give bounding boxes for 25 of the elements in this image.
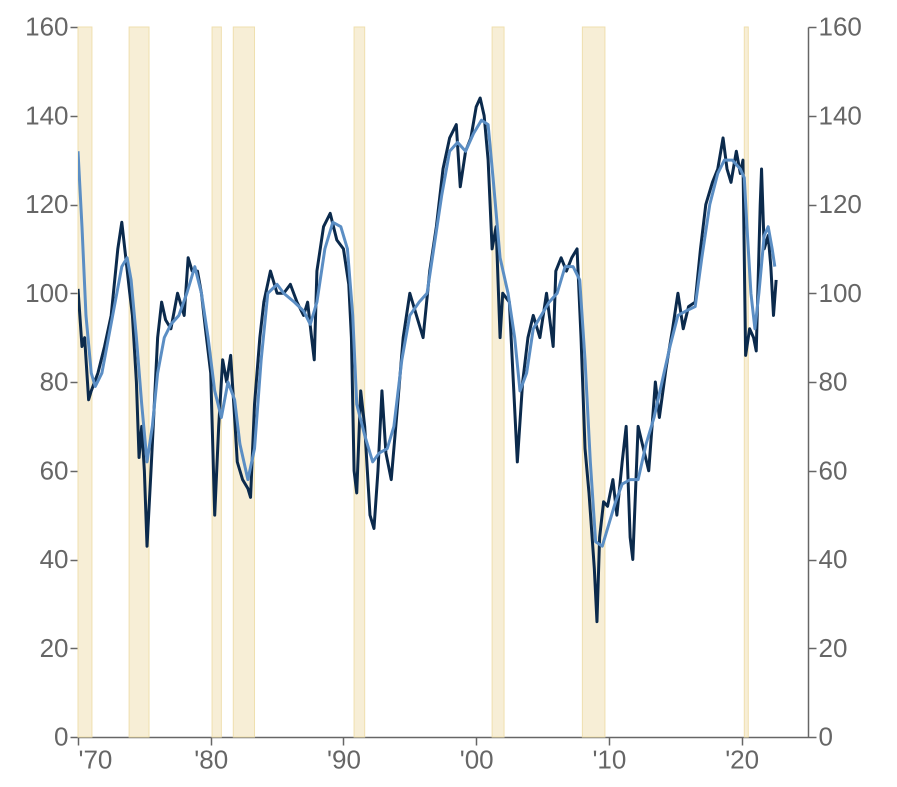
y2-tick-label: 140 (818, 100, 862, 130)
x-tick-label: '00 (460, 744, 494, 774)
y2-tick-label: 80 (818, 366, 848, 396)
x-tick-label: '10 (592, 744, 626, 774)
y-tick-label: 20 (40, 632, 68, 663)
y-tick-label: 60 (40, 455, 68, 486)
x-tick-label: '80 (194, 744, 228, 774)
y2-tick-label: 40 (818, 544, 848, 574)
x-tick-label: '90 (327, 744, 361, 774)
y2-tick-label: 120 (818, 189, 862, 219)
y2-tick-label: 100 (818, 278, 862, 308)
y-tick-label: 40 (40, 544, 68, 574)
y2-tick-label: 160 (818, 12, 862, 42)
y-tick-label: 0 (54, 722, 68, 752)
y-tick-label: 120 (25, 189, 68, 219)
y-tick-label: 140 (25, 100, 68, 130)
x-tick-label: '70 (78, 744, 112, 774)
line-series (78, 118, 776, 548)
y2-tick-label: 60 (818, 455, 848, 486)
y-tick-label: 80 (40, 366, 68, 396)
y2-tick-label: 0 (818, 722, 833, 752)
y-tick-label: 100 (25, 278, 68, 308)
y2-tick-label: 20 (818, 632, 848, 663)
x-tick-label: '20 (725, 744, 760, 774)
y-tick-label: 160 (25, 12, 68, 42)
